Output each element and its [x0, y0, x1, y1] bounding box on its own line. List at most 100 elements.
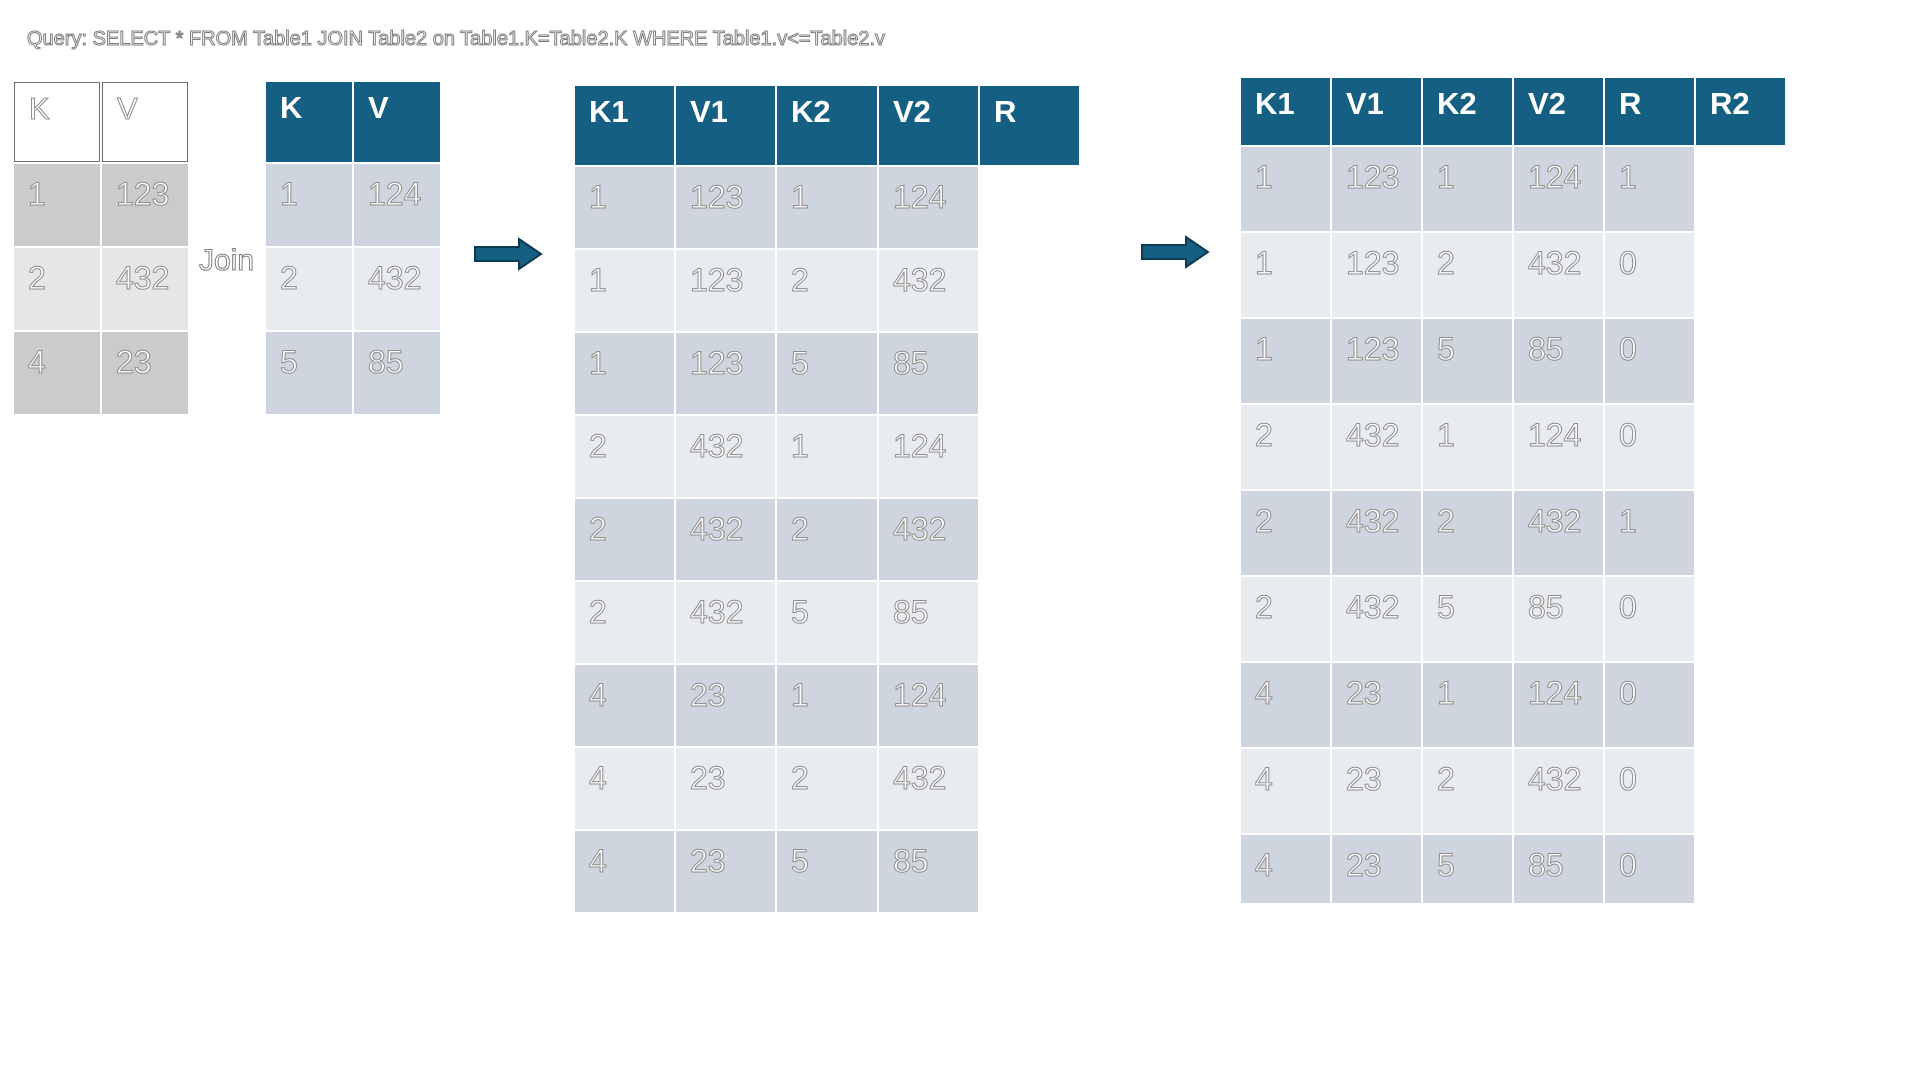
- table-cell: 1: [1241, 233, 1330, 317]
- table-cell: 2: [1241, 491, 1330, 575]
- table-cell: 432: [1332, 491, 1421, 575]
- table-cell: 124: [879, 665, 978, 746]
- table-cell: [1696, 663, 1785, 747]
- table-cell: [980, 582, 1079, 663]
- table-cell: 432: [676, 499, 775, 580]
- header-cell: R: [980, 86, 1079, 165]
- table-cell: 5: [1423, 577, 1512, 661]
- table-cell: 5: [1423, 319, 1512, 403]
- table-cell: 85: [879, 582, 978, 663]
- table-cell: 1: [1241, 147, 1330, 231]
- table-cell: 123: [676, 333, 775, 414]
- table-cell: 5: [1423, 835, 1512, 903]
- table-cell: 85: [354, 332, 440, 414]
- table-cell: 2: [777, 499, 877, 580]
- table-cell: 123: [1332, 233, 1421, 317]
- table-cell: 1: [575, 250, 674, 331]
- table-cell: 432: [879, 748, 978, 829]
- table-cell: [980, 748, 1079, 829]
- table-cell: 0: [1605, 577, 1694, 661]
- header-cell: K2: [777, 86, 877, 165]
- table-cell: 432: [1332, 577, 1421, 661]
- table-cell: [1696, 405, 1785, 489]
- table-cell: 123: [676, 167, 775, 248]
- table-cell: 0: [1605, 663, 1694, 747]
- table-cell: 2: [575, 499, 674, 580]
- table-cell: 0: [1605, 319, 1694, 403]
- table-cell: 5: [777, 333, 877, 414]
- table-cell: 123: [102, 164, 188, 246]
- table-cell: 123: [676, 250, 775, 331]
- table-cell: [980, 250, 1079, 331]
- header-cell: R: [1605, 78, 1694, 145]
- table-cell: 432: [879, 250, 978, 331]
- table-cell: 432: [1514, 491, 1603, 575]
- table-cell: 4: [575, 748, 674, 829]
- table-cell: [1696, 233, 1785, 317]
- table-cell: 23: [1332, 749, 1421, 833]
- header-cell: V: [102, 82, 188, 162]
- table-cell: 124: [1514, 663, 1603, 747]
- header-cell: K1: [575, 86, 674, 165]
- table-cell: 5: [266, 332, 352, 414]
- header-cell: R2: [1696, 78, 1785, 145]
- table-cell: 123: [1332, 319, 1421, 403]
- table-cell: [980, 333, 1079, 414]
- table-cell: 1: [14, 164, 100, 246]
- table-cell: 85: [1514, 835, 1603, 903]
- table-cell: 2: [1241, 577, 1330, 661]
- table-cell: 2: [1423, 233, 1512, 317]
- table-cell: 124: [354, 164, 440, 246]
- header-cell: K: [266, 82, 352, 162]
- table-cell: 23: [676, 748, 775, 829]
- table-cell: 2: [1241, 405, 1330, 489]
- table-cell: 23: [1332, 835, 1421, 903]
- table-cell: 1: [777, 416, 877, 497]
- header-cell: V: [354, 82, 440, 162]
- header-cell: K2: [1423, 78, 1512, 145]
- table-cell: 432: [1514, 749, 1603, 833]
- table-cell: 0: [1605, 405, 1694, 489]
- table-cell: [1696, 319, 1785, 403]
- table-cell: [980, 416, 1079, 497]
- table-cell: 5: [777, 582, 877, 663]
- table-cell: 4: [575, 831, 674, 912]
- table-cell: 2: [14, 248, 100, 330]
- table-cell: 432: [879, 499, 978, 580]
- table-cell: 1: [777, 167, 877, 248]
- table-cell: 1: [1423, 405, 1512, 489]
- right-arrow-icon: [1141, 235, 1210, 269]
- table-cell: 1: [575, 333, 674, 414]
- table-cell: 432: [1332, 405, 1421, 489]
- table-cell: 1: [1241, 319, 1330, 403]
- table-cell: 124: [879, 167, 978, 248]
- table-cell: 1: [1423, 147, 1512, 231]
- header-cell: V2: [1514, 78, 1603, 145]
- table-cell: 4: [575, 665, 674, 746]
- table-cell: 124: [1514, 147, 1603, 231]
- table2: K V 1 124 2 432 5 85: [266, 82, 440, 414]
- header-cell: K1: [1241, 78, 1330, 145]
- table-cell: 432: [1514, 233, 1603, 317]
- table-cell: 23: [102, 332, 188, 414]
- table-cell: [1696, 835, 1785, 903]
- table1: K V 1 123 2 432 4 23: [14, 82, 188, 414]
- table-cell: 4: [1241, 749, 1330, 833]
- table-cell: 23: [1332, 663, 1421, 747]
- table-cell: 1: [1423, 663, 1512, 747]
- table-cell: 2: [266, 248, 352, 330]
- table-cell: 2: [1423, 749, 1512, 833]
- table-cell: [1696, 147, 1785, 231]
- table-cell: 85: [1514, 319, 1603, 403]
- header-cell: V1: [676, 86, 775, 165]
- table-cell: 2: [575, 582, 674, 663]
- table-cell: 432: [676, 582, 775, 663]
- table-cell: 23: [676, 831, 775, 912]
- table-cell: 85: [1514, 577, 1603, 661]
- table-cell: 124: [1514, 405, 1603, 489]
- table-cell: [1696, 749, 1785, 833]
- table-cell: 23: [676, 665, 775, 746]
- table-cell: 2: [777, 748, 877, 829]
- table-cell: 1: [1605, 147, 1694, 231]
- table-cell: 85: [879, 333, 978, 414]
